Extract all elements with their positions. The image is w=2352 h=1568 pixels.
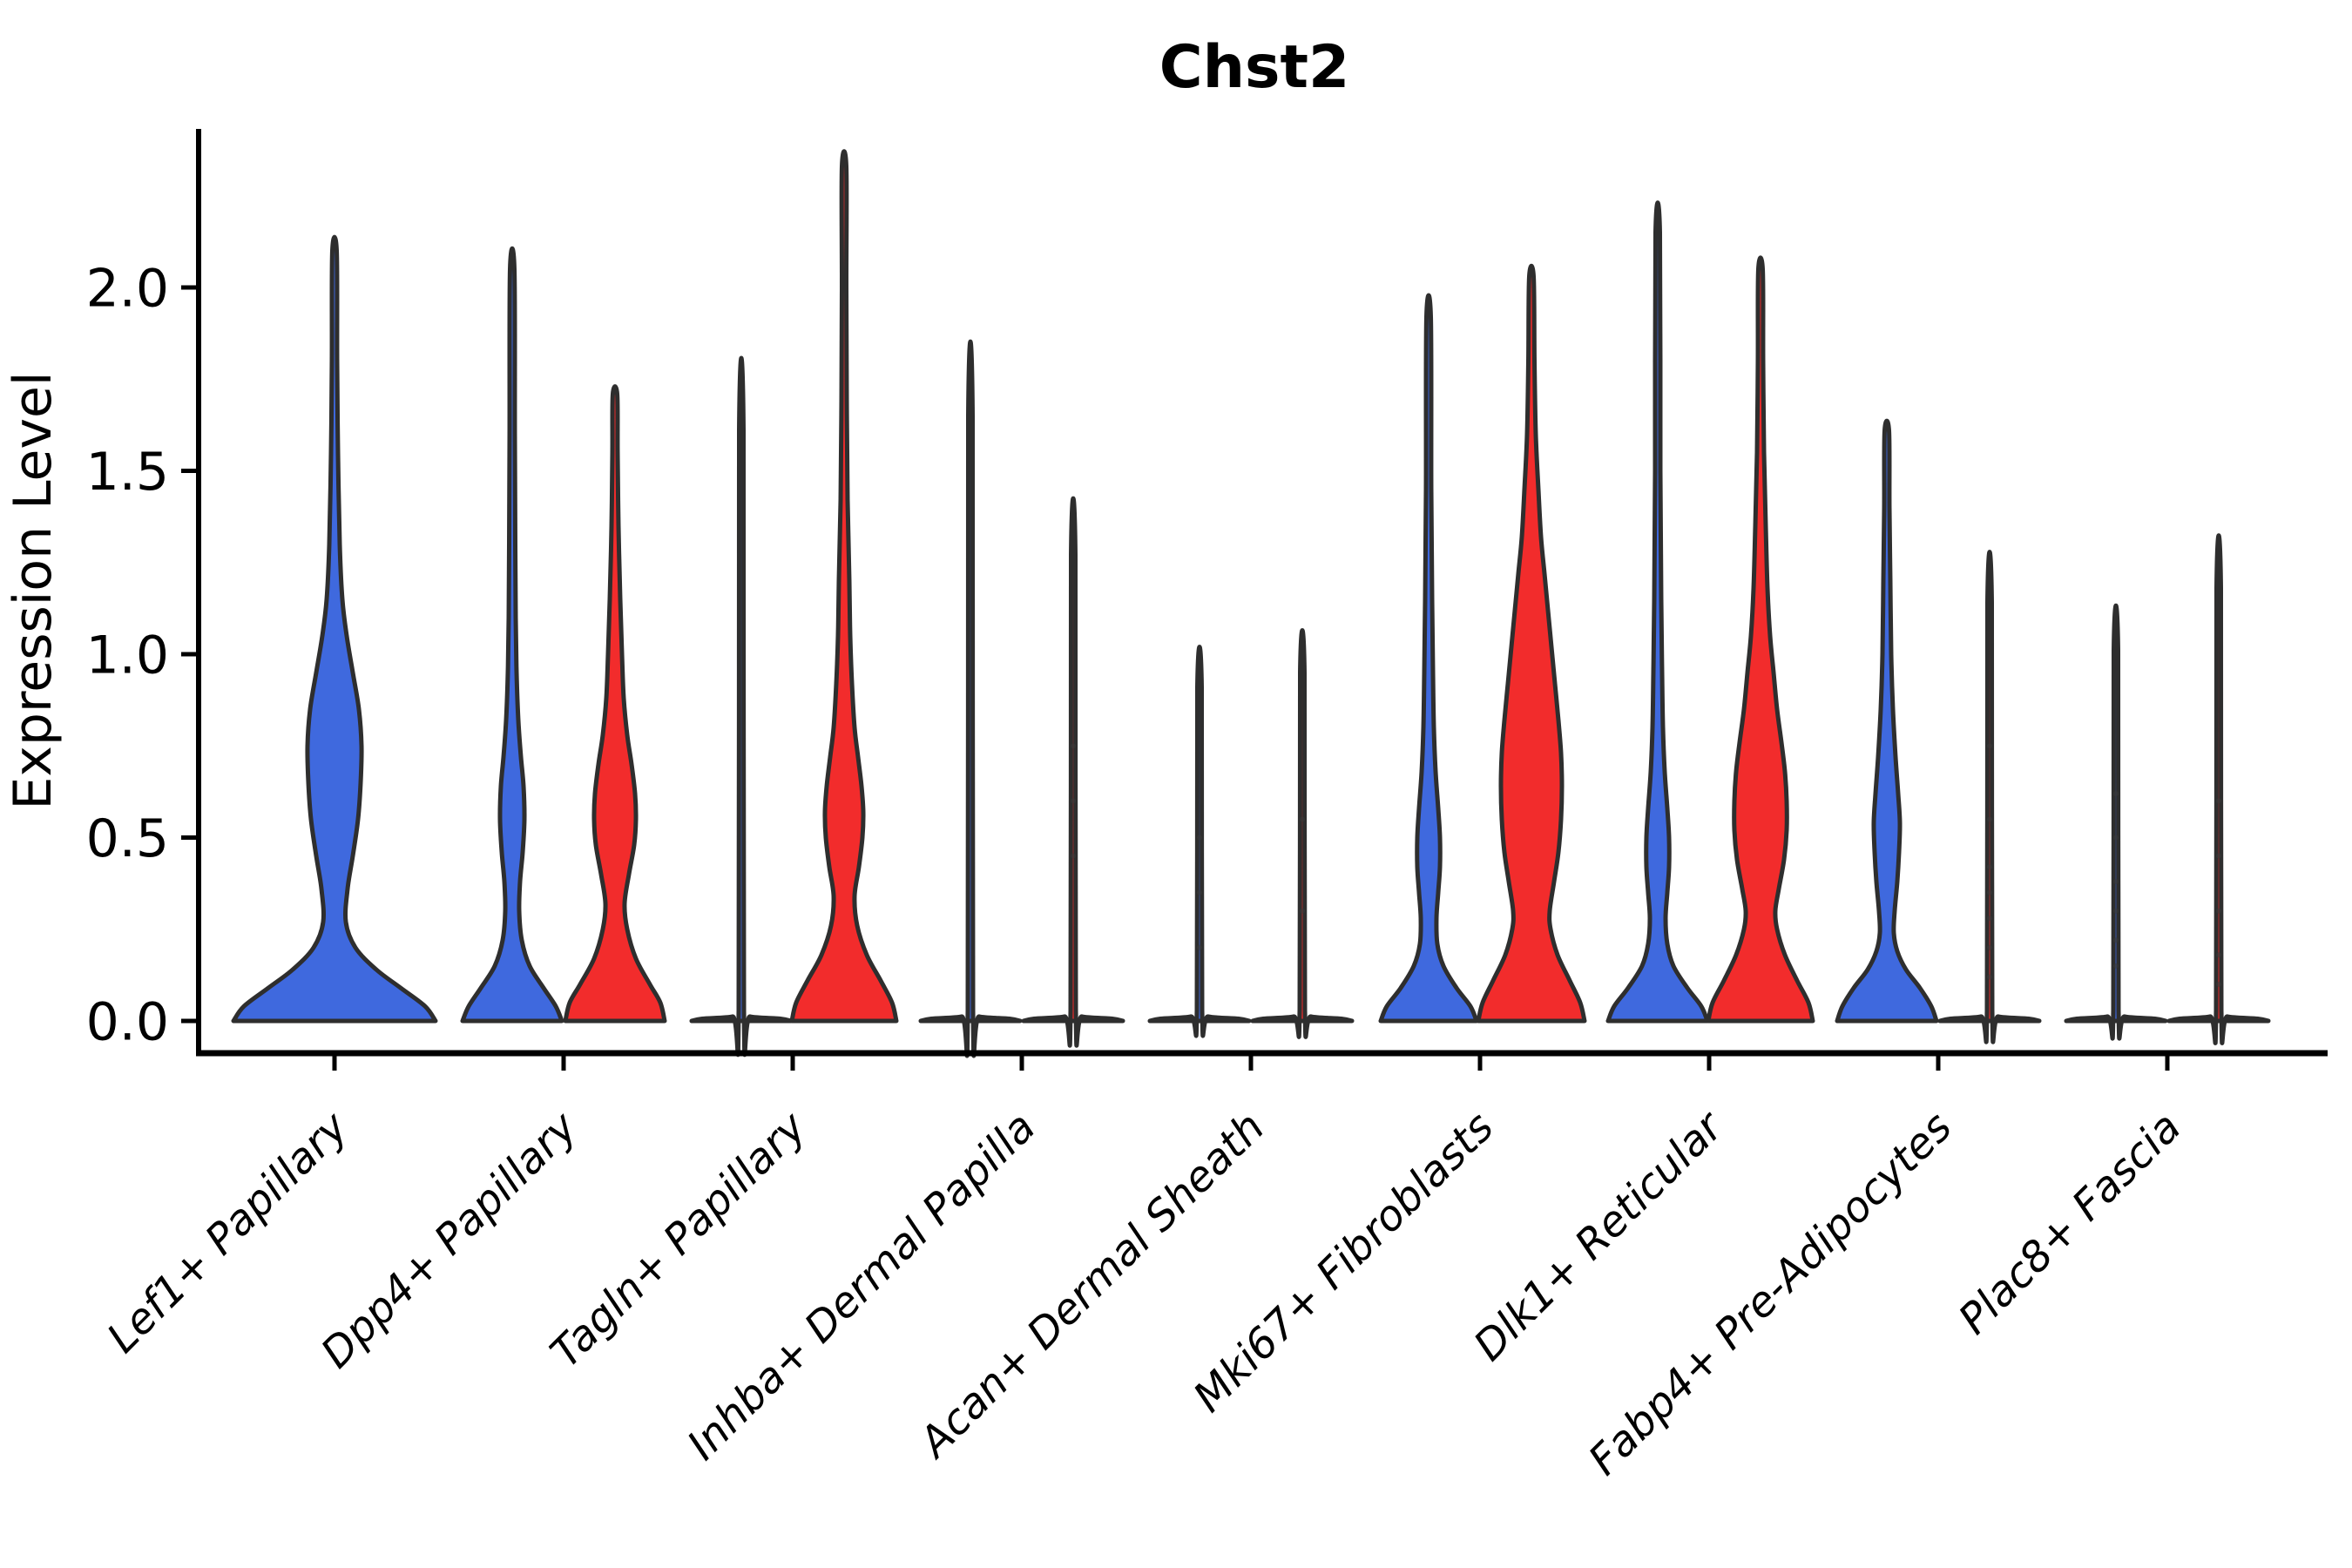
violin-dlk1-reticular-red <box>1706 255 1815 1024</box>
outlier-dot <box>2113 790 2119 796</box>
outlier-dot <box>1987 974 1992 980</box>
outlier-dot <box>1987 944 1992 950</box>
outlier-dot <box>2113 908 2119 914</box>
outlier-dot <box>2113 879 2119 885</box>
violin-dpp4-papillary-red <box>563 384 667 1024</box>
outlier-dot <box>1071 798 1076 804</box>
violin-dlk1-reticular-blue <box>1605 200 1710 1024</box>
outlier-dot <box>1197 944 1202 950</box>
outlier-dot <box>1987 864 1992 870</box>
violin-inhba-dermal-papilla-red <box>1021 496 1125 1048</box>
outlier-dot <box>1071 853 1076 859</box>
x-tick-label-tagln-papillary: Tagln+ Papillary <box>541 1102 816 1377</box>
outlier-dot <box>2216 952 2221 958</box>
violin-acan-dermal-sheath-red <box>1250 628 1355 1039</box>
outlier-dot <box>1987 916 1992 922</box>
outlier-dot <box>1987 816 1992 822</box>
outlier-dot <box>2216 798 2221 804</box>
violin-plac8-fascia-red <box>2166 533 2271 1045</box>
outlier-dot <box>1987 743 1992 749</box>
outlier-dot <box>1071 743 1076 749</box>
y-axis-label: Expression Level <box>3 371 64 809</box>
violin-acan-dermal-sheath-blue <box>1147 645 1252 1038</box>
x-tick-label-dlk1-reticular: Dlk1+ Reticular <box>1464 1101 1734 1371</box>
outlier-dot <box>2113 937 2119 943</box>
outlier-dot <box>2216 853 2221 859</box>
outlier-dot <box>2216 981 2221 987</box>
chart-title: Chst2 <box>1159 33 1350 102</box>
y-tick-label: 0.0 <box>86 992 169 1053</box>
x-tick-label-fabp4-pre-adipocytes: Fabp4+ Pre-Adipocytes <box>1579 1103 1962 1485</box>
violin-lef1-papillary-blue <box>231 234 438 1024</box>
violin-inhba-dermal-papilla-blue <box>918 339 1023 1058</box>
violin-fabp4-pre-adipocytes-red <box>1937 550 2042 1044</box>
outlier-dot <box>1300 816 1305 822</box>
outlier-dot <box>1197 889 1202 896</box>
violin-series-group <box>231 149 2271 1058</box>
outlier-dot <box>2216 908 2221 914</box>
y-tick-label: 1.5 <box>86 442 169 503</box>
y-tick-label: 2.0 <box>86 259 169 320</box>
x-tick-label-lef1-papillary: Lef1+ Papillary <box>98 1102 358 1362</box>
outlier-dot <box>1987 889 1992 896</box>
outlier-dot <box>1197 835 1202 841</box>
violin-fabp4-pre-adipocytes-blue <box>1835 418 1939 1024</box>
violin-plac8-fascia-blue <box>2064 603 2168 1041</box>
violin-tagln-papillary-red <box>789 149 899 1024</box>
outlier-dot <box>2113 963 2119 969</box>
violin-mki67-fibroblasts-red <box>1476 263 1587 1024</box>
y-tick-label: 0.5 <box>86 808 169 869</box>
outlier-dot <box>2113 835 2119 841</box>
x-tick-label-plac8-fascia: Plac8+ Fascia <box>1950 1103 2191 1344</box>
violin-tagln-papillary-blue <box>689 355 794 1058</box>
y-tick-label: 1.0 <box>86 625 169 686</box>
violin-mki67-fibroblasts-blue <box>1378 293 1479 1024</box>
x-tick-label-dpp4-papillary: Dpp4+ Papillary <box>312 1102 587 1377</box>
violin-dpp4-papillary-blue <box>460 247 564 1024</box>
outlier-dot <box>1300 908 1305 914</box>
